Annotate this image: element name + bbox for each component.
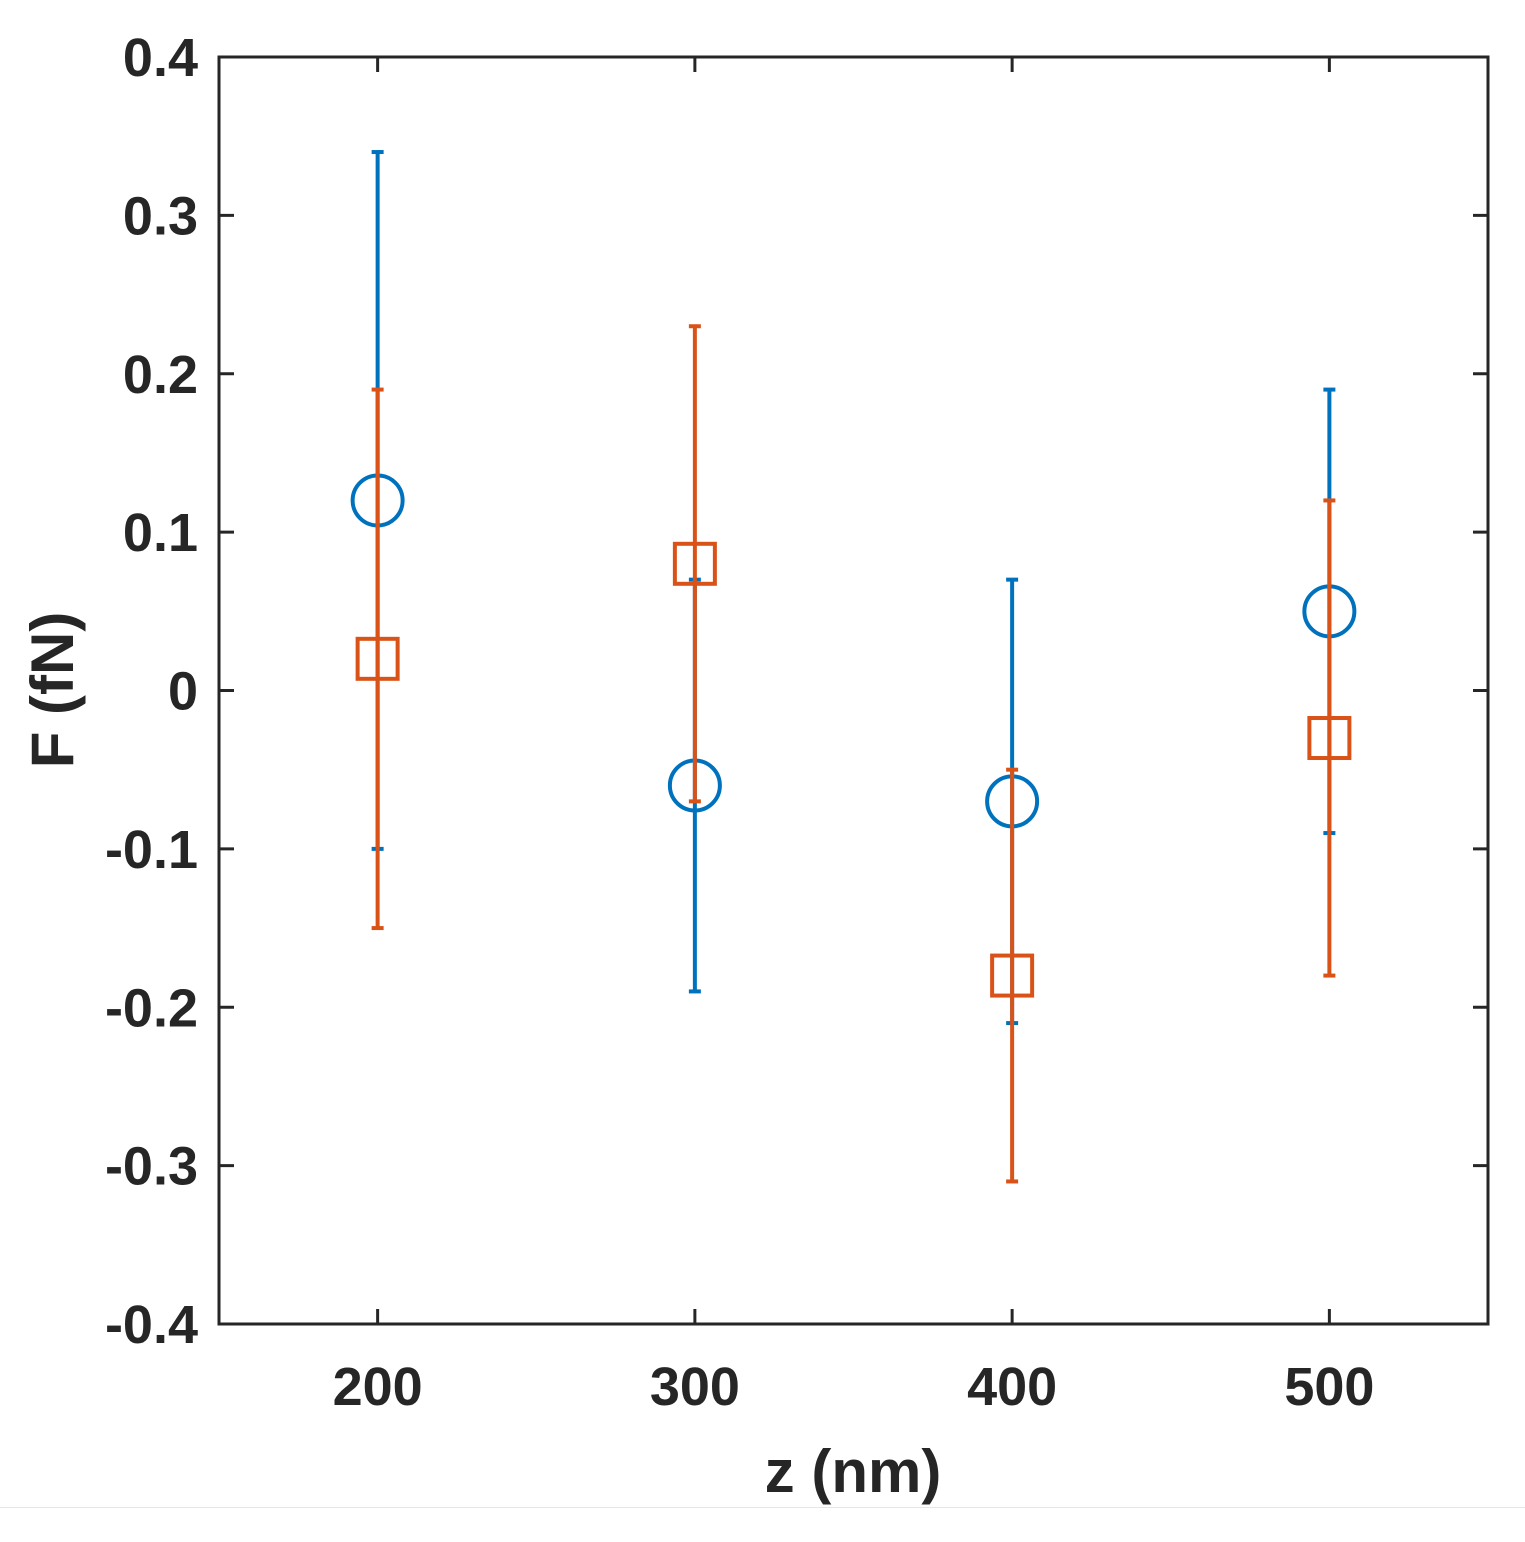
y-tick-label: 0.3 [123,186,198,246]
series-2 [355,324,1352,1184]
x-tick-label: 400 [967,1357,1057,1417]
y-tick-label: 0.2 [123,345,198,405]
y-tick-label: 0 [168,662,198,722]
x-tick-labels: 200 300 400 500 [333,1357,1375,1417]
y-tick-label: 0.1 [123,503,198,563]
y-tick-label: -0.1 [105,820,198,880]
x-axis-label: z (nm) [765,1438,942,1505]
data-point-square [1307,716,1352,761]
x-tick-label: 300 [650,1357,740,1417]
y-tick-label: -0.4 [105,1295,198,1355]
bottom-divider [0,1507,1525,1508]
y-tick-label: -0.3 [105,1137,198,1197]
y-tick-labels: 0.4 0.3 0.2 0.1 0 -0.1 -0.2 -0.3 -0.4 [105,28,198,1355]
plot-frame [217,55,1490,1326]
plot-area [219,57,1488,1324]
data-point-square [672,541,717,586]
data-point-square [355,636,400,681]
x-tick-label: 200 [333,1357,423,1417]
x-tick-label: 500 [1284,1357,1374,1417]
y-axis-label: F (fN) [19,612,86,769]
y-tick-label: -0.2 [105,978,198,1038]
y-tick-label: 0.4 [123,28,198,88]
series-layer [350,150,1357,1184]
data-point-square [990,953,1035,998]
x-tick-marks [376,57,1331,1324]
